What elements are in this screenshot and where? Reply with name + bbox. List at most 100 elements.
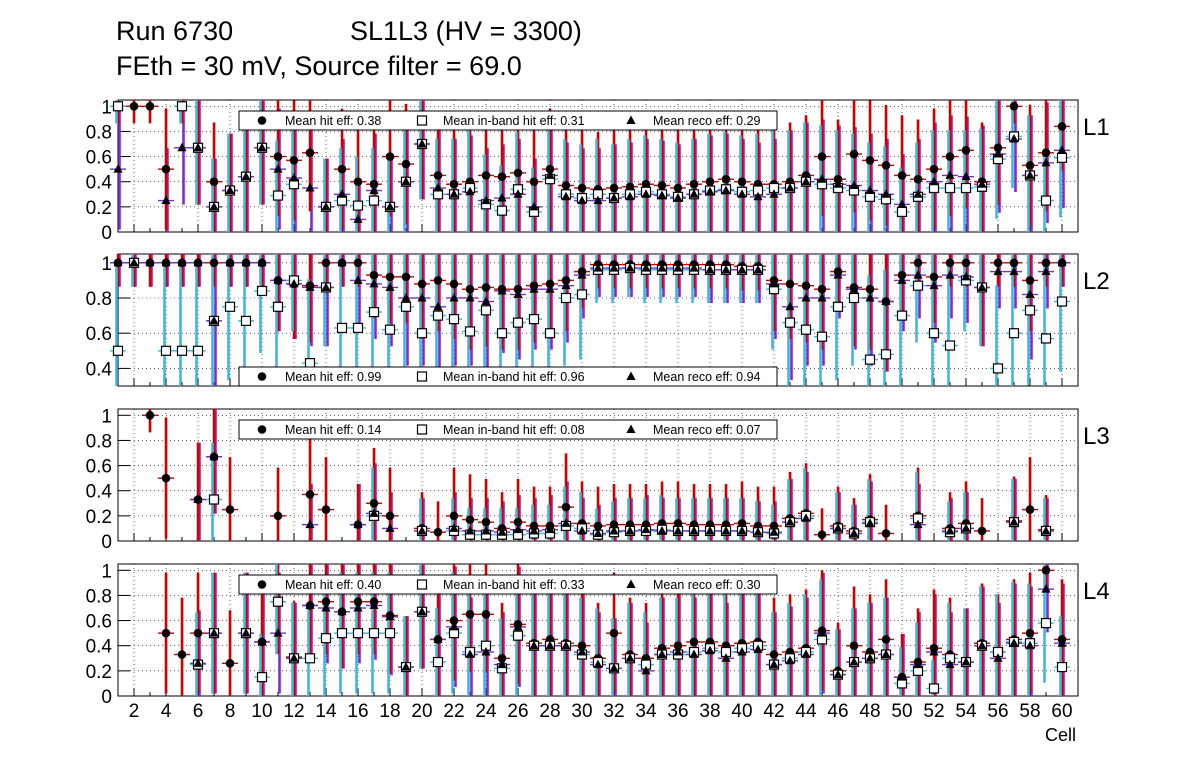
reco-point	[817, 293, 827, 302]
reco-point	[913, 270, 923, 279]
reco-point	[961, 271, 971, 281]
hit-point	[561, 276, 571, 285]
hit-point	[929, 272, 939, 282]
x-tick-label: 34	[635, 701, 657, 722]
reco-point	[161, 195, 171, 205]
hit-point	[129, 101, 139, 111]
inband-point	[384, 628, 396, 639]
hit-point	[673, 183, 683, 193]
x-tick-label: 4	[161, 701, 172, 722]
inband-point	[800, 324, 812, 335]
reco-point	[337, 189, 347, 198]
reco-point	[657, 190, 667, 200]
hit-point	[225, 505, 235, 514]
inband-point	[112, 101, 124, 112]
x-tick-label: 6	[193, 701, 204, 722]
reco-point	[353, 519, 363, 529]
reco-point	[529, 201, 539, 211]
reco-point	[1009, 638, 1019, 647]
hit-point	[209, 258, 219, 268]
reco-point	[401, 176, 411, 186]
hit-point	[577, 183, 587, 193]
y-tick-label: 0	[101, 687, 112, 708]
reco-point	[785, 301, 795, 311]
reco-point	[721, 185, 731, 195]
x-tick-label: 52	[923, 701, 944, 722]
reco-point	[353, 603, 363, 612]
y-tick-label: 0.6	[86, 148, 112, 169]
x-tick-label: 24	[475, 701, 497, 722]
reco-point	[625, 263, 635, 272]
reco-point	[577, 525, 587, 535]
reco-point	[961, 171, 971, 181]
hit-point	[513, 168, 523, 178]
hit-point	[465, 284, 475, 294]
reco-point	[609, 663, 619, 672]
hit-point	[417, 279, 427, 289]
hit-point	[161, 628, 171, 638]
reco-point	[881, 189, 891, 198]
legend: Mean hit eff: 0.40 Mean in-band hit eff: …	[238, 574, 778, 595]
reco-point	[449, 293, 459, 302]
hit-point	[145, 410, 155, 420]
reco-point	[785, 655, 795, 665]
inband-point	[576, 289, 588, 300]
reco-point	[673, 193, 683, 202]
hit-point	[657, 181, 667, 190]
inband-point	[1040, 195, 1052, 206]
hit-point	[481, 609, 491, 619]
legend-hit-label: Mean hit eff: 0.40	[285, 578, 381, 592]
hit-point	[1057, 122, 1067, 131]
reco-point	[321, 603, 331, 612]
hit-point	[401, 159, 411, 169]
reco-point	[465, 293, 475, 302]
reco-point	[593, 195, 603, 205]
legend-reco-label: Mean reco eff: 0.30	[653, 578, 761, 592]
hit-point	[897, 171, 907, 180]
legend-box	[238, 366, 778, 387]
reco-point	[145, 257, 155, 267]
reco-point	[753, 191, 763, 201]
hit-point	[865, 284, 875, 294]
hit-point	[465, 515, 475, 524]
legend-hit-label: Mean hit eff: 0.38	[285, 114, 381, 128]
reco-point	[945, 525, 955, 535]
reco-point	[449, 523, 459, 532]
reco-point	[209, 201, 219, 211]
hit-point	[529, 177, 539, 187]
reco-point	[593, 659, 603, 669]
reco-point	[865, 653, 875, 662]
reco-point	[1025, 640, 1035, 650]
inband-point	[880, 349, 892, 360]
hit-point	[465, 609, 475, 619]
reco-point	[913, 519, 923, 529]
hit-point	[305, 148, 315, 158]
hit-point	[273, 152, 283, 161]
reco-point	[465, 649, 475, 659]
legend-hit-marker	[257, 372, 267, 381]
run-title: Run 6730	[116, 16, 234, 46]
hit-point	[593, 521, 603, 531]
inband-point	[272, 190, 284, 201]
reco-point	[289, 278, 299, 288]
hit-point	[785, 279, 795, 289]
reco-point	[417, 525, 427, 535]
x-tick-label: 20	[411, 701, 432, 722]
reco-point	[225, 185, 235, 195]
inband-point	[352, 628, 364, 639]
hit-point	[289, 156, 299, 165]
hit-point	[433, 276, 443, 285]
hit-point	[145, 101, 155, 111]
hit-point	[1009, 258, 1019, 268]
reco-point	[1025, 289, 1035, 298]
legend-inband-label: Mean in-band hit eff: 0.96	[443, 370, 585, 384]
inband-point	[192, 345, 204, 356]
hit-point	[897, 270, 907, 280]
reco-point	[369, 600, 379, 609]
panel-l2: 0.4 0.6 0.8 1 L2 Mean hit eff: 0.99 Mean in-ba…	[86, 253, 1110, 387]
reco-point	[849, 528, 859, 537]
legend-inband-marker	[416, 579, 428, 590]
reco-point	[257, 636, 267, 646]
panel-label: L1	[1083, 114, 1110, 141]
reco-point	[705, 186, 715, 196]
